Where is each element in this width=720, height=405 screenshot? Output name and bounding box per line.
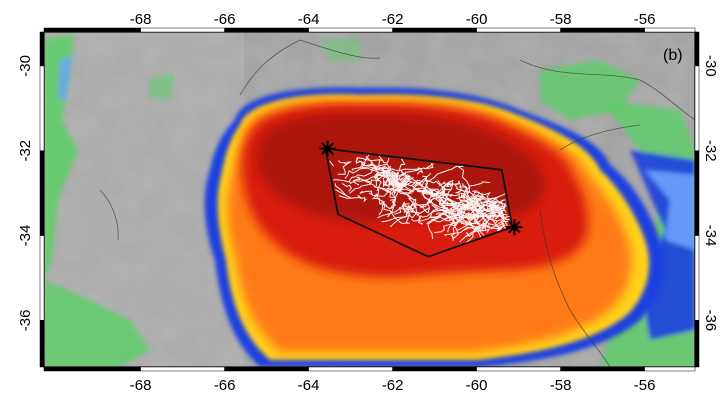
- endpoint-star-1: [319, 140, 336, 157]
- x-tick-label-bottom: -60: [466, 377, 488, 394]
- x-tick-label-bottom: -62: [382, 377, 404, 394]
- frame-bar-bottom: [476, 366, 561, 372]
- x-tick-label-top: -58: [550, 11, 572, 28]
- frame-bar-top: [392, 27, 477, 33]
- y-tick-label-left: -36: [17, 310, 34, 332]
- frame-bar-right: [694, 65, 700, 151]
- frame-bar-right: [694, 31, 700, 67]
- y-tick-label-right: -30: [702, 55, 719, 77]
- frame-bar-left: [39, 31, 45, 67]
- y-tick-label-left: -34: [17, 225, 34, 247]
- x-tick-label-bottom: -56: [634, 377, 656, 394]
- x-tick-label-top: -68: [130, 11, 152, 28]
- frame-bar-bottom: [224, 366, 309, 372]
- frame-bar-right: [694, 235, 700, 321]
- x-tick-label-top: -62: [382, 11, 404, 28]
- endpoint-star-2: [506, 219, 523, 236]
- frame-bar-top: [308, 27, 393, 33]
- flash-extent-polygon: [324, 147, 514, 258]
- frame-bar-bottom: [644, 366, 696, 372]
- x-tick-label-bottom: -64: [298, 377, 320, 394]
- y-tick-label-right: -34: [702, 225, 719, 247]
- x-tick-label-top: -60: [466, 11, 488, 28]
- frame-bar-top: [644, 27, 696, 33]
- y-tick-label-right: -36: [702, 310, 719, 332]
- map-content: (b): [44, 32, 695, 367]
- panel-label: (b): [663, 47, 683, 64]
- frame-bar-left: [39, 235, 45, 321]
- frame-bar-top: [476, 27, 561, 33]
- border-lines: [99, 39, 695, 367]
- frame-bar-top: [560, 27, 645, 33]
- y-tick-label-right: -32: [702, 140, 719, 162]
- axis-ticks: -68 -68 -66 -66 -64 -64 -62 -62 -60 -60 -58 -58 -56 -…: [17, 11, 719, 394]
- frame-bar-left: [39, 320, 45, 368]
- x-tick-label-top: -56: [634, 11, 656, 28]
- frame-bar-left: [39, 150, 45, 236]
- y-tick-label-left: -30: [17, 55, 34, 77]
- flash-endpoint-markers: [319, 140, 523, 236]
- frame-bar-bottom: [43, 366, 141, 372]
- frame-bar-bottom: [560, 366, 645, 372]
- frame-bar-bottom: [392, 366, 477, 372]
- frame-bar-right: [694, 150, 700, 236]
- frame-bar-bottom: [140, 366, 225, 372]
- x-tick-label-top: -64: [298, 11, 320, 28]
- x-tick-label-bottom: -58: [550, 377, 572, 394]
- y-tick-label-left: -32: [17, 140, 34, 162]
- graticule-frame: [39, 27, 700, 372]
- frame-bar-top: [43, 27, 141, 33]
- x-tick-label-bottom: -68: [130, 377, 152, 394]
- lightning-channels: [329, 153, 511, 244]
- x-tick-label-bottom: -66: [214, 377, 236, 394]
- frame-bar-top: [224, 27, 309, 33]
- x-tick-label-top: -66: [214, 11, 236, 28]
- frame-bar-right: [694, 320, 700, 368]
- frame-bar-left: [39, 65, 45, 151]
- frame-bar-bottom: [308, 366, 393, 372]
- frame-bar-top: [140, 27, 225, 33]
